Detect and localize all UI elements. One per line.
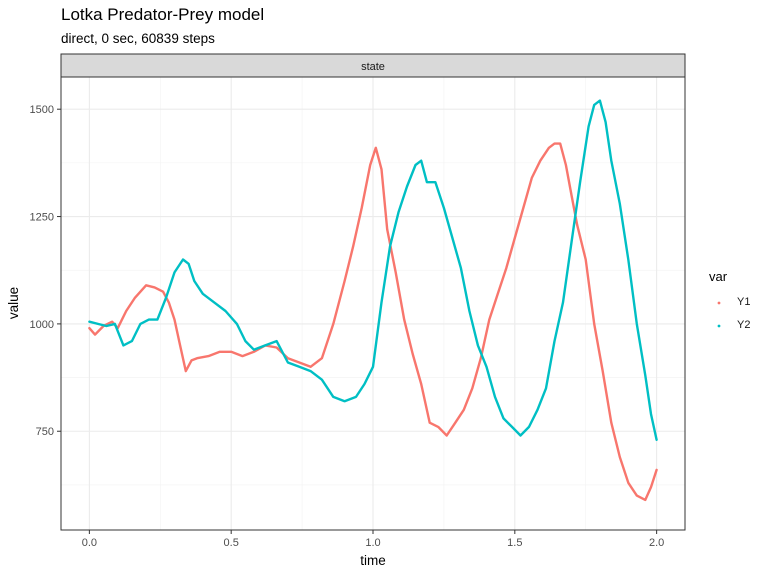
y-tick-label: 750 bbox=[36, 426, 54, 438]
x-tick-label: 2.0 bbox=[649, 537, 664, 549]
x-tick-label: 1.0 bbox=[365, 537, 380, 549]
chart-subtitle: direct, 0 sec, 60839 steps bbox=[61, 31, 215, 46]
y-tick-label: 1250 bbox=[30, 212, 54, 224]
legend-label-y1: Y1 bbox=[737, 296, 751, 308]
x-axis-label: time bbox=[360, 553, 386, 568]
facet-strip-label: state bbox=[361, 61, 385, 73]
series-layer bbox=[88, 99, 658, 502]
x-axis: 0.0 0.5 1.0 1.5 2.0 bbox=[82, 530, 664, 549]
y-tick-label: 1500 bbox=[30, 104, 54, 116]
legend-label-y2: Y2 bbox=[737, 319, 751, 331]
y-tick-label: 1000 bbox=[30, 319, 54, 331]
y-axis-label: value bbox=[6, 287, 21, 319]
legend-key-y1 bbox=[717, 301, 721, 305]
chart-title: Lotka Predator-Prey model bbox=[61, 5, 265, 24]
facet-strip bbox=[60, 53, 686, 78]
x-tick-label: 0.0 bbox=[82, 537, 97, 549]
x-tick-label: 0.5 bbox=[224, 537, 239, 549]
x-tick-label: 1.5 bbox=[507, 537, 522, 549]
series-line-y1 bbox=[88, 142, 658, 502]
legend bbox=[717, 301, 721, 328]
legend-title: var bbox=[709, 269, 728, 284]
y-axis: 750 1000 1250 1500 bbox=[30, 104, 61, 438]
major-gridlines bbox=[61, 77, 685, 530]
legend-key-y2 bbox=[717, 324, 721, 328]
series-line-y2 bbox=[88, 99, 658, 441]
